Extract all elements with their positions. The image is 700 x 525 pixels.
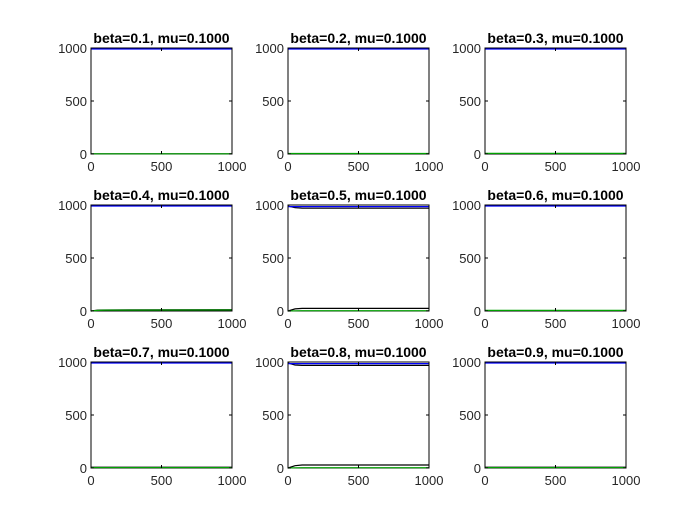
x-tick-label: 500 — [545, 473, 567, 488]
y-tick-label: 500 — [262, 94, 284, 109]
x-tick-label: 1000 — [415, 159, 444, 174]
y-tick-label: 1000 — [452, 355, 481, 370]
series-line — [287, 464, 429, 469]
plot-title: beta=0.4, mu=0.1000 — [93, 187, 229, 203]
subplot-8: beta=0.8, mu=0.1000 0 500 1000 0 500 1000 — [255, 344, 443, 488]
y-tick-label: 1000 — [255, 355, 284, 370]
x-tick-label: 1000 — [218, 473, 247, 488]
subplot-4: beta=0.4, mu=0.1000 0 500 1000 0 500 1000 — [58, 187, 246, 331]
x-tick-label: 0 — [87, 316, 94, 331]
x-tick-label: 0 — [87, 473, 94, 488]
x-tick-label: 500 — [151, 316, 173, 331]
plot-title: beta=0.6, mu=0.1000 — [487, 187, 623, 203]
x-tick-label: 0 — [284, 159, 291, 174]
plot-frame — [484, 47, 627, 155]
plot-frame — [90, 204, 233, 312]
y-tick-label: 0 — [474, 304, 481, 319]
y-tick-label: 0 — [277, 304, 284, 319]
x-tick-label: 1000 — [415, 473, 444, 488]
subplot-2: beta=0.2, mu=0.1000 0 500 1000 0 500 1000 — [255, 30, 443, 174]
plot-title: beta=0.9, mu=0.1000 — [487, 344, 623, 360]
subplot-9: beta=0.9, mu=0.1000 0 500 1000 0 500 1000 — [452, 344, 640, 488]
x-tick-label: 500 — [348, 473, 370, 488]
y-tick-label: 0 — [80, 461, 87, 476]
y-tick-label: 0 — [277, 461, 284, 476]
x-tick-label: 0 — [481, 473, 488, 488]
x-tick-label: 1000 — [415, 316, 444, 331]
y-tick-label: 1000 — [452, 198, 481, 213]
subplot-1: beta=0.1, mu=0.1000 0 500 1000 0 500 1000 — [58, 30, 246, 174]
plot-title: beta=0.3, mu=0.1000 — [487, 30, 623, 46]
x-tick-label: 500 — [151, 473, 173, 488]
x-tick-label: 0 — [481, 159, 488, 174]
y-tick-label: 0 — [474, 461, 481, 476]
y-tick-label: 0 — [80, 304, 87, 319]
y-tick-label: 500 — [65, 94, 87, 109]
y-tick-label: 500 — [262, 408, 284, 423]
subplot-6: beta=0.6, mu=0.1000 0 500 1000 0 500 1000 — [452, 187, 640, 331]
x-tick-label: 500 — [348, 316, 370, 331]
y-tick-label: 1000 — [452, 41, 481, 56]
x-tick-label: 500 — [545, 159, 567, 174]
x-tick-label: 500 — [348, 159, 370, 174]
y-tick-label: 0 — [474, 147, 481, 162]
x-tick-label: 1000 — [612, 316, 641, 331]
y-tick-label: 1000 — [255, 198, 284, 213]
plot-frame — [484, 361, 627, 469]
x-tick-label: 0 — [284, 473, 291, 488]
y-tick-label: 1000 — [58, 41, 87, 56]
x-tick-label: 500 — [545, 316, 567, 331]
x-tick-label: 1000 — [218, 159, 247, 174]
subplot-3: beta=0.3, mu=0.1000 0 500 1000 0 500 1000 — [452, 30, 640, 174]
y-tick-label: 500 — [459, 94, 481, 109]
y-tick-label: 1000 — [58, 355, 87, 370]
y-tick-label: 500 — [459, 251, 481, 266]
x-tick-label: 1000 — [612, 159, 641, 174]
plot-frame — [287, 47, 430, 155]
plot-frame — [287, 361, 430, 469]
series-line — [287, 307, 429, 312]
plot-title: beta=0.2, mu=0.1000 — [290, 30, 426, 46]
x-tick-label: 1000 — [612, 473, 641, 488]
y-tick-label: 1000 — [58, 198, 87, 213]
y-tick-label: 1000 — [255, 41, 284, 56]
plot-frame — [484, 204, 627, 312]
y-tick-label: 500 — [262, 251, 284, 266]
x-tick-label: 1000 — [218, 316, 247, 331]
y-tick-label: 500 — [65, 408, 87, 423]
plot-frame — [287, 204, 430, 312]
y-tick-label: 0 — [277, 147, 284, 162]
plot-title: beta=0.8, mu=0.1000 — [290, 344, 426, 360]
x-tick-label: 500 — [151, 159, 173, 174]
plot-frame — [90, 361, 233, 469]
plot-title: beta=0.7, mu=0.1000 — [93, 344, 229, 360]
plot-frame — [90, 47, 233, 155]
x-tick-label: 0 — [87, 159, 94, 174]
x-tick-label: 0 — [284, 316, 291, 331]
y-tick-label: 500 — [65, 251, 87, 266]
subplot-5: beta=0.5, mu=0.1000 0 500 1000 0 500 1000 — [255, 187, 443, 331]
y-tick-label: 500 — [459, 408, 481, 423]
plot-title: beta=0.1, mu=0.1000 — [93, 30, 229, 46]
plot-title: beta=0.5, mu=0.1000 — [290, 187, 426, 203]
subplot-7: beta=0.7, mu=0.1000 0 500 1000 0 500 1000 — [58, 344, 246, 488]
series-line — [90, 309, 233, 312]
y-tick-label: 0 — [80, 147, 87, 162]
x-tick-label: 0 — [481, 316, 488, 331]
